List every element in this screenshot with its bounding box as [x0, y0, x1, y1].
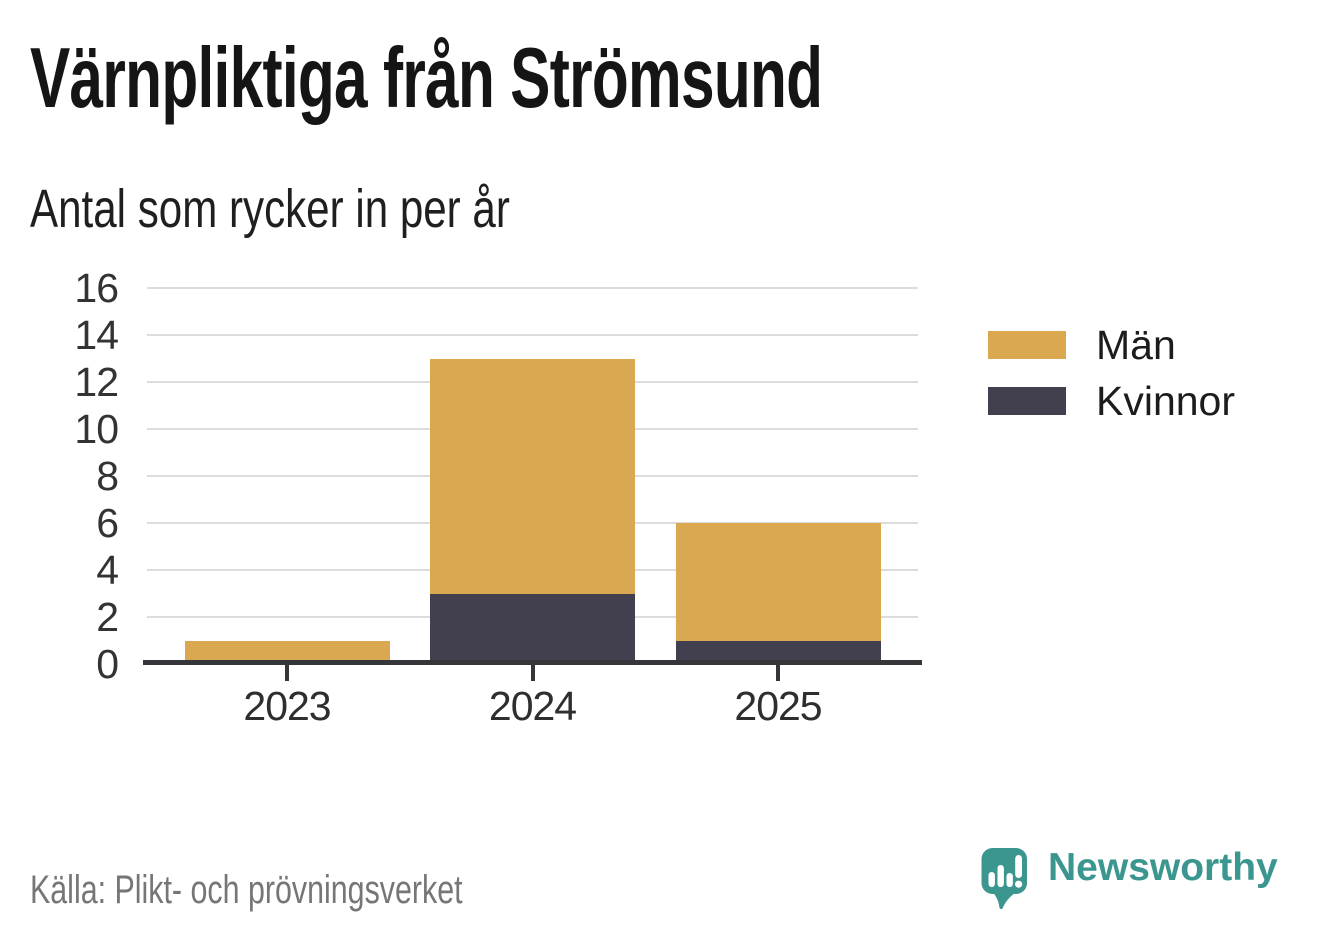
gridline-y-16	[147, 287, 918, 289]
legend-item-Män: Män	[988, 317, 1235, 373]
x-axis-tick-mark	[530, 665, 535, 681]
y-axis: 0 2 4 6 8 10 12 14 16	[74, 265, 119, 687]
plot-area: 2023 2024 2025	[143, 287, 922, 727]
x-axis-line	[143, 660, 922, 665]
legend-swatch-Kvinnor	[988, 387, 1066, 415]
x-axis-tick-label: 2024	[488, 683, 577, 729]
gridline-y-14	[147, 334, 918, 336]
bar-segment-Män-2023	[184, 640, 390, 664]
legend-swatch-Män	[988, 331, 1066, 359]
x-axis-tick-label: 2025	[734, 683, 822, 729]
stacked-bar-chart: 0 2 4 6 8 10 12 14 16 2023 2024 2025	[0, 265, 1322, 728]
legend-label: Män	[1096, 321, 1176, 368]
bar-segment-Kvinnor-2024	[430, 593, 635, 664]
newsworthy-wordmark: Newsworthy	[1048, 846, 1278, 889]
newsworthy-logo: Newsworthy	[981, 846, 1278, 914]
x-axis-tick-mark	[776, 665, 780, 681]
source-note: Källa: Plikt- och prövningsverket	[30, 868, 463, 912]
bar-segment-Män-2025	[675, 523, 881, 641]
bar-segment-Kvinnor-2025	[675, 640, 881, 664]
chart-legend: Män Kvinnor	[988, 317, 1235, 429]
x-axis-tick-mark	[285, 665, 289, 681]
bar-segment-Män-2024	[430, 358, 635, 594]
chart-subtitle: Antal som rycker in per år	[30, 179, 510, 239]
newsworthy-bubble-chart-icon	[981, 848, 1027, 910]
legend-label: Kvinnor	[1096, 377, 1236, 424]
chart-title: Värnpliktiga från Strömsund	[30, 31, 823, 126]
x-axis-tick-label: 2023	[243, 683, 331, 729]
legend-item-Kvinnor: Kvinnor	[988, 373, 1235, 429]
